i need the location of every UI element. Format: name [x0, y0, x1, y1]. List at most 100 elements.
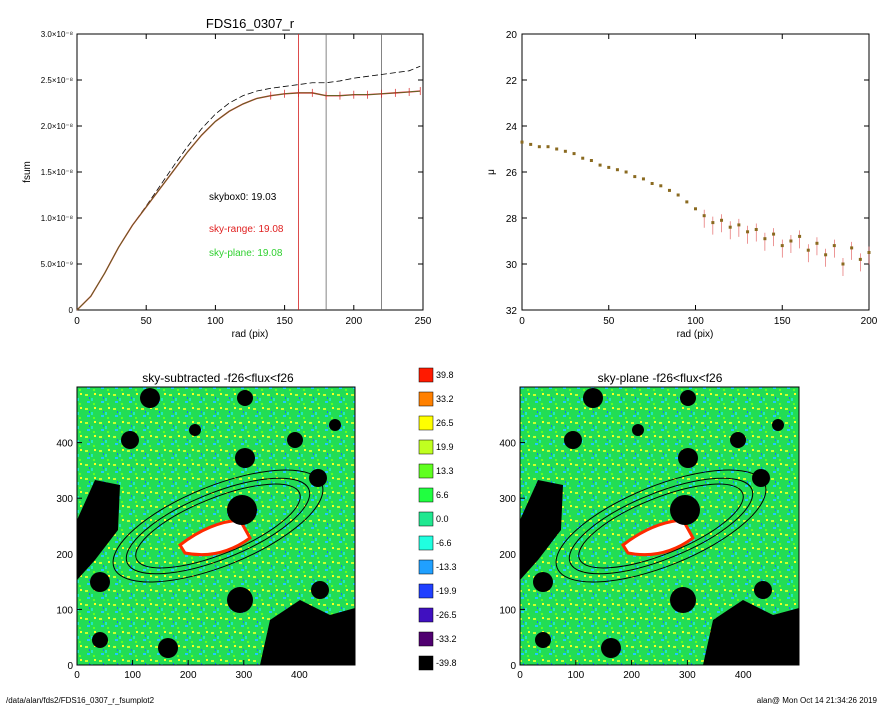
map-ytick-label: 0	[67, 661, 73, 672]
mu-point	[667, 188, 671, 192]
colorbar-swatch	[418, 607, 434, 623]
mu-point	[728, 225, 732, 229]
mu-point	[589, 159, 593, 162]
mu-point	[529, 142, 533, 146]
mu-axes-frame	[521, 33, 870, 311]
mu-point	[641, 177, 645, 181]
map-ytick-label: 100	[499, 605, 516, 616]
map-xtick-label: 400	[291, 670, 308, 681]
mu-ytick-label: 28	[506, 214, 518, 225]
map-ytick-label: 200	[56, 550, 73, 561]
mu-xtick-label: 50	[603, 316, 615, 327]
colorbar-label: -6.6	[436, 538, 452, 548]
map-xtick-label: 300	[679, 670, 696, 681]
mu-panel: 20 22 24 26 28 30 32 0 50 100 150 200 μ rad (pix)	[486, 30, 878, 340]
fsum-xtick-label: 0	[74, 316, 80, 327]
mu-xtick-label: 100	[687, 316, 704, 327]
mu-point	[746, 230, 750, 234]
mu-ytick-label: 24	[506, 122, 518, 133]
colorbar-swatch	[418, 367, 434, 383]
annotation-sky-range: sky-range: 19.08	[209, 224, 284, 235]
colorbar-label: 39.8	[436, 370, 454, 380]
map-xtick-label: 200	[180, 670, 197, 681]
map-xtick-label: 100	[567, 670, 584, 681]
colorbar-label: 13.3	[436, 466, 454, 476]
map-right-ticks: 0 100 200 300 400 0 100 200 300 400	[499, 439, 752, 681]
fsum-y-ticks: 0 5.0×10⁻⁹ 1.0×10⁻⁸ 1.5×10⁻⁸ 2.0×10⁻⁸ 2.5×10⁻…	[41, 30, 423, 315]
mu-point	[633, 175, 637, 179]
mu-point	[607, 165, 611, 169]
fsum-xtick-label: 250	[415, 316, 432, 327]
colorbar-label: -19.9	[436, 586, 457, 596]
map-ytick-label: 400	[499, 439, 516, 450]
mu-xlabel: rad (pix)	[677, 329, 714, 340]
map-right-ellipses	[555, 469, 767, 583]
mu-point	[546, 145, 550, 149]
colorbar-swatch	[418, 487, 434, 503]
mu-point	[780, 244, 784, 248]
map-left-core	[178, 518, 252, 557]
mu-point	[572, 152, 576, 156]
map-left-ticks: 0 100 200 300 400 0 100 200 300 400	[56, 439, 308, 681]
map-right-masks	[520, 388, 799, 665]
mu-point	[850, 246, 854, 250]
fsum-ytick-label: 5.0×10⁻⁹	[41, 260, 73, 269]
map-right-title: sky-plane -f26<flux<f26	[598, 371, 723, 385]
mu-point	[702, 214, 706, 218]
map-ytick-label: 100	[56, 605, 73, 616]
fsum-axes-frame	[76, 33, 424, 311]
annotation-skybox0: skybox0: 19.03	[209, 192, 277, 203]
footer-left: /data/alan/fds2/FDS16_0307_r_fsumplot2	[6, 696, 155, 705]
map-xtick-label: 0	[517, 670, 523, 681]
mu-point	[537, 145, 541, 149]
fsum-panel: FDS16_0307_r 0 5.0×10⁻⁹ 1.0×10⁻⁸ 1.5×10⁻⁸ 2.…	[22, 16, 432, 340]
map-xtick-label: 300	[235, 670, 252, 681]
mu-point	[555, 147, 559, 151]
mu-point	[711, 221, 715, 225]
mu-point	[676, 193, 680, 197]
mu-point	[789, 239, 793, 243]
mu-point	[737, 223, 741, 227]
mu-point	[798, 234, 802, 238]
map-left-big-mask	[227, 495, 257, 525]
mu-point	[685, 200, 689, 204]
mu-point	[615, 168, 619, 172]
colorbar-label: 0.0	[436, 514, 449, 524]
map-left-masks	[77, 388, 355, 665]
mu-x-ticks: 0 50 100 150 200	[519, 34, 878, 327]
map-ytick-label: 300	[499, 494, 516, 505]
colorbar-label: -26.5	[436, 610, 457, 620]
mu-point	[650, 182, 654, 185]
mu-point	[694, 207, 697, 211]
mu-point	[806, 248, 810, 252]
mu-xtick-label: 150	[774, 316, 791, 327]
mu-ytick-label: 26	[506, 168, 518, 179]
mu-point	[815, 241, 819, 245]
map-xtick-label: 100	[124, 670, 141, 681]
mu-point	[720, 218, 724, 222]
mu-point	[763, 237, 767, 241]
map-xtick-label: 200	[623, 670, 640, 681]
colorbar-swatch	[418, 415, 434, 431]
mu-point	[581, 156, 585, 160]
fsum-series-dashed	[76, 65, 421, 311]
fsum-title: FDS16_0307_r	[206, 16, 295, 31]
fsum-ytick-label: 1.0×10⁻⁸	[41, 214, 73, 223]
mu-point	[624, 170, 628, 174]
map-left-ellipses	[112, 469, 324, 583]
map-xtick-label: 400	[735, 670, 752, 681]
mu-ytick-label: 30	[506, 260, 518, 271]
colorbar-swatch	[418, 439, 434, 455]
mu-ytick-label: 20	[506, 30, 518, 41]
colorbar-swatch	[418, 631, 434, 647]
mu-point	[563, 149, 567, 153]
colorbar-label: 26.5	[436, 418, 454, 428]
mu-point	[824, 253, 828, 257]
mu-ytick-label: 22	[506, 76, 518, 87]
colorbar-swatch	[418, 511, 434, 527]
footer-right: alan@ Mon Oct 14 21:34:26 2019	[756, 696, 877, 705]
mu-ytick-label: 32	[506, 306, 518, 317]
colorbar-swatch	[418, 391, 434, 407]
map-right-big-mask	[670, 495, 700, 525]
mu-point	[772, 232, 776, 236]
